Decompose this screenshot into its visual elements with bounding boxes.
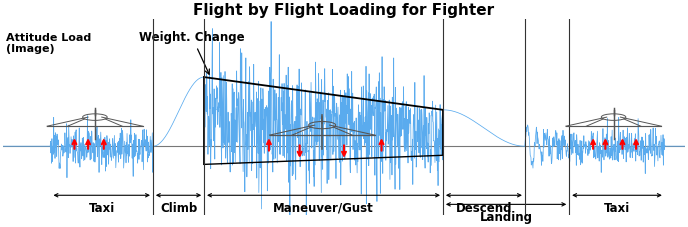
Text: Taxi: Taxi [604,202,630,215]
Text: Maneuver/Gust: Maneuver/Gust [273,202,374,215]
Text: Descend: Descend [455,202,512,215]
Text: Attitude Load
(Image): Attitude Load (Image) [6,33,92,54]
Text: Taxi: Taxi [89,202,115,215]
Text: Weight. Change: Weight. Change [139,31,245,74]
Text: Climb: Climb [160,202,197,215]
Title: Flight by Flight Loading for Fighter: Flight by Flight Loading for Fighter [193,3,495,18]
Text: Landing: Landing [480,211,533,224]
